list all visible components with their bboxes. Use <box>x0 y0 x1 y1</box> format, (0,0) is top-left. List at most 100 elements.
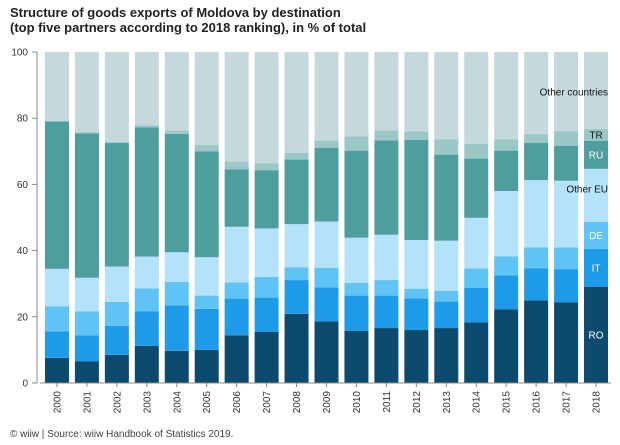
bar-segment-ru-2011 <box>374 140 399 235</box>
series-label-ro: RO <box>589 330 604 341</box>
bar-segment-tr-2017 <box>554 131 579 146</box>
bar-segment-other-countries-2005 <box>194 52 219 145</box>
bar-segment-ru-2016 <box>524 142 549 181</box>
bar-segment-ro-2006 <box>224 335 249 383</box>
bar-segment-it-2004 <box>164 305 189 351</box>
bar-segment-tr-2003 <box>134 125 159 128</box>
bar-segment-other-eu-2000 <box>44 268 69 307</box>
bar-segment-other-countries-2004 <box>164 52 189 131</box>
bar-segment-tr-2015 <box>494 139 519 151</box>
bar-segment-ru-2014 <box>464 158 489 218</box>
bar-segment-de-2013 <box>434 290 459 302</box>
bar-segment-de-2015 <box>494 256 519 276</box>
bar-segment-it-2013 <box>434 301 459 329</box>
bar-segment-tr-2014 <box>464 143 489 159</box>
chart-title-line-2: (top five partners according to 2018 ran… <box>10 20 367 35</box>
bar-segment-other-countries-2002 <box>104 52 129 143</box>
bar-segment-it-2012 <box>404 298 429 331</box>
bar-segment-other-eu-2001 <box>74 277 99 312</box>
bar-segment-de-2007 <box>254 276 279 298</box>
bar-segment-other-countries-2007 <box>254 52 279 164</box>
bar-segment-ru-2007 <box>254 170 279 229</box>
bar-segment-other-eu-2016 <box>524 180 549 248</box>
bar-segment-other-countries-2015 <box>494 52 519 140</box>
bar-segment-ro-2007 <box>254 331 279 383</box>
series-label-de: DE <box>589 231 603 242</box>
bar-segment-ru-2002 <box>104 143 129 267</box>
bar-segment-it-2008 <box>284 280 309 314</box>
y-tick-label: 0 <box>22 379 28 390</box>
bar-segment-tr-2006 <box>224 161 249 170</box>
bar-segment-it-2016 <box>524 268 549 301</box>
x-tick-label: 2011 <box>382 391 393 413</box>
y-tick-label: 20 <box>17 312 29 323</box>
bar-segment-de-2018 <box>584 221 609 249</box>
bar-segment-other-eu-2010 <box>344 237 369 283</box>
bar-segment-tr-2008 <box>284 152 309 160</box>
bar-segment-other-eu-2018 <box>584 168 609 222</box>
bar-segment-other-eu-2013 <box>434 240 459 291</box>
bar-segment-tr-2007 <box>254 163 279 171</box>
bar-segment-ru-2017 <box>554 145 579 181</box>
source-note: © wiiw | Source: wiiw Handbook of Statis… <box>10 429 234 440</box>
bar-segment-de-2005 <box>194 295 219 309</box>
bar-segment-it-2003 <box>134 311 159 346</box>
bar-segment-other-countries-2009 <box>314 52 339 141</box>
y-tick-label: 60 <box>17 180 29 191</box>
bar-segment-de-2008 <box>284 267 309 281</box>
bar-segment-de-2012 <box>404 288 429 299</box>
bar-segment-tr-2011 <box>374 130 399 141</box>
bar-segment-de-2011 <box>374 280 399 296</box>
bar-segment-other-countries-2006 <box>224 52 249 162</box>
bar-segment-ru-2009 <box>314 147 339 222</box>
bar-segment-ro-2010 <box>344 330 369 383</box>
bar-segment-de-2016 <box>524 247 549 269</box>
bar-segment-other-countries-2001 <box>74 52 99 133</box>
bar-segment-ru-2013 <box>434 154 459 241</box>
x-tick-label: 2008 <box>292 391 303 414</box>
bar-segment-de-2000 <box>44 306 69 332</box>
chart-title-line-1: Structure of goods exports of Moldova by… <box>10 5 341 20</box>
bar-segment-other-countries-2008 <box>284 52 309 153</box>
series-label-ru: RU <box>589 150 603 161</box>
bar-segment-de-2010 <box>344 282 369 296</box>
bar-segment-ru-2012 <box>404 139 429 241</box>
x-tick-label: 2004 <box>172 391 183 414</box>
bar-segment-de-2014 <box>464 268 489 289</box>
bar-segment-it-2009 <box>314 287 339 322</box>
bar-segment-it-2002 <box>104 325 129 355</box>
x-tick-label: 2013 <box>442 391 453 414</box>
x-tick-label: 2018 <box>592 391 603 414</box>
bar-segment-it-2015 <box>494 275 519 310</box>
bar-segment-ro-2003 <box>134 345 159 383</box>
bar-segment-tr-2002 <box>104 142 129 144</box>
bar-segment-other-countries-2010 <box>344 52 369 137</box>
bar-segment-ru-2003 <box>134 127 159 257</box>
bar-segment-de-2017 <box>554 247 579 270</box>
bar-segment-other-eu-2006 <box>224 226 249 283</box>
bar-segment-ro-2000 <box>44 357 69 383</box>
bar-segment-ro-2011 <box>374 328 399 383</box>
bar-segment-ro-2017 <box>554 302 579 383</box>
x-tick-label: 2002 <box>112 391 123 414</box>
bar-segment-it-2001 <box>74 335 99 362</box>
bar-segment-other-eu-2015 <box>494 191 519 257</box>
bar-segment-other-countries-2016 <box>524 52 549 135</box>
bar-segment-de-2003 <box>134 288 159 312</box>
bar-segment-tr-2004 <box>164 130 189 134</box>
bar-segment-ro-2015 <box>494 309 519 383</box>
bar-segment-ru-2018 <box>584 140 609 169</box>
y-tick-label: 80 <box>17 114 29 125</box>
bar-segment-it-2018 <box>584 248 609 287</box>
x-tick-label: 2006 <box>232 391 243 414</box>
bar-segment-it-2005 <box>194 308 219 350</box>
bar-segment-de-2001 <box>74 311 99 336</box>
bar-segment-other-eu-2004 <box>164 252 189 283</box>
bar-segment-other-countries-2018 <box>584 52 609 129</box>
bar-segment-other-eu-2007 <box>254 228 279 277</box>
bar-segment-it-2011 <box>374 295 399 329</box>
bar-segment-other-countries-2000 <box>44 52 69 122</box>
bar-segment-other-eu-2005 <box>194 257 219 296</box>
bar-segment-tr-2005 <box>194 144 219 152</box>
bar-segment-ro-2018 <box>584 286 609 383</box>
